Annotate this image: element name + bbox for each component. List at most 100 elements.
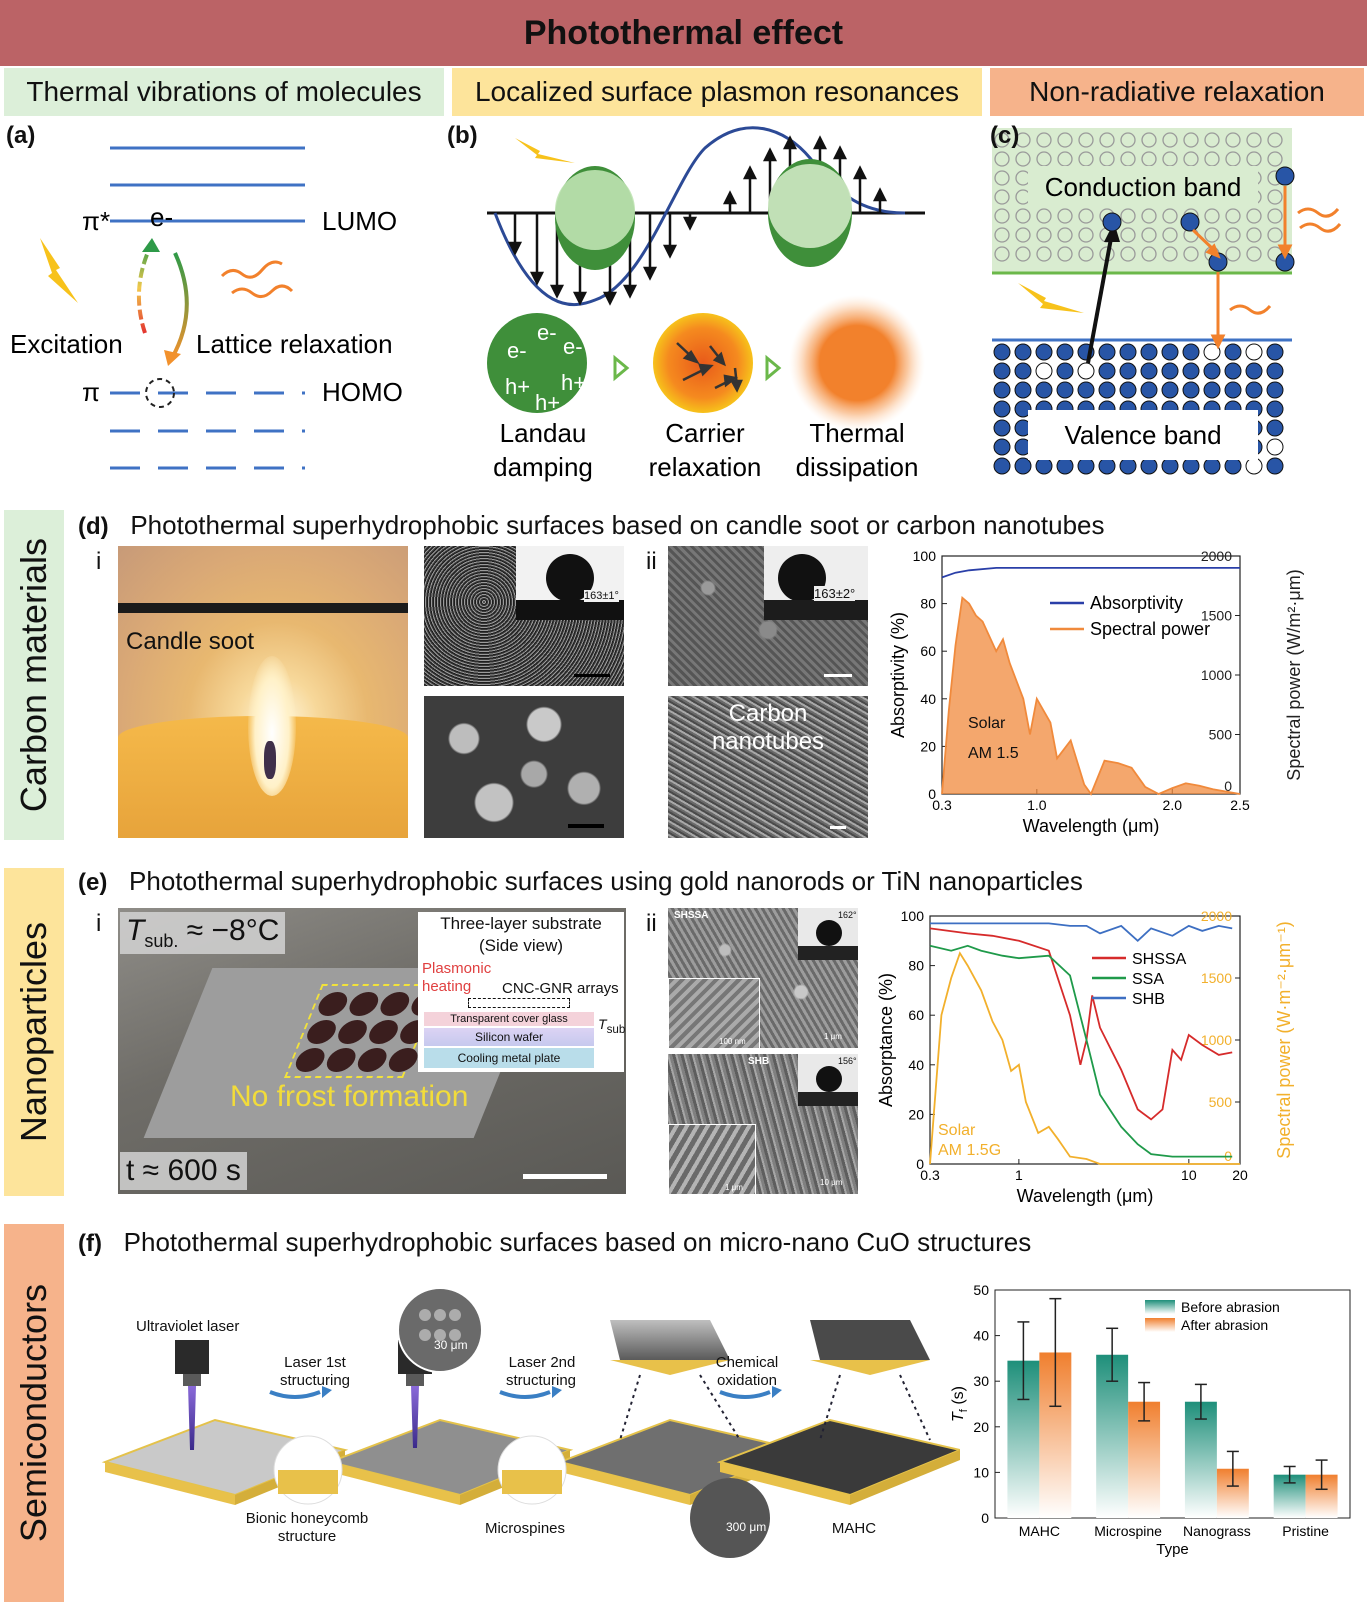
lattice-site	[1120, 227, 1136, 243]
lattice-site	[1057, 246, 1073, 262]
y-tick-label: 60	[908, 1007, 924, 1023]
x-axis-label: Wavelength (μm)	[1017, 1186, 1154, 1206]
lightning-icon	[515, 138, 575, 163]
homo-label: HOMO	[322, 377, 403, 407]
cnc-gnr-label: CNC-GNR arrays	[502, 980, 619, 997]
conduction-band-label-box	[1028, 166, 1258, 206]
uv-laser-label: Ultraviolet laser	[136, 1318, 240, 1335]
lattice-site	[1246, 208, 1262, 224]
mechanism-molecular-label: Thermal vibrations of molecules	[26, 76, 422, 107]
lattice-site	[1057, 208, 1073, 224]
y-axis-label: Tf (s)	[950, 1386, 970, 1422]
valence-site	[1098, 343, 1116, 361]
heating-label: heating	[422, 978, 472, 995]
x-axis-label: Type	[1156, 1541, 1189, 1558]
sem-inset: 1 μm	[668, 1124, 756, 1194]
subpanel-ii-label: ii	[646, 548, 657, 575]
lattice-site	[1246, 227, 1262, 243]
scale-bar	[830, 826, 846, 829]
electron-label: e-	[150, 202, 173, 232]
silicon-wafer-layer: Silicon wafer	[424, 1028, 594, 1046]
candle-photo: Candle soot	[118, 546, 408, 838]
carbon-materials-label: Carbon materials	[13, 537, 54, 813]
y-axis-label: Absorptivity (%)	[888, 612, 908, 738]
legend-label: After abrasion	[1181, 1317, 1268, 1333]
y-tick-label: 40	[920, 691, 936, 707]
landau-label: Landau	[500, 418, 587, 448]
x-tick-label: 20	[1232, 1167, 1248, 1183]
valence-site	[1161, 381, 1179, 399]
valence-site	[1266, 400, 1284, 418]
valence-site	[1119, 381, 1137, 399]
y2-tick-label: 500	[1209, 727, 1233, 743]
valence-site	[1056, 362, 1074, 380]
valence-site	[1014, 400, 1032, 418]
valence-site	[1014, 457, 1032, 475]
carbon-materials-band: Carbon materials	[4, 510, 64, 840]
three-layer-title: Three-layer substrate	[440, 914, 602, 933]
panel-a-diagram: π* e- LUMO π HOMO Excitation Lattice rel…	[10, 146, 403, 470]
lattice-site	[1204, 208, 1220, 224]
solar-label: Solar	[938, 1122, 976, 1139]
lightning-icon	[40, 238, 78, 303]
lattice-site	[1204, 227, 1220, 243]
substrate-temperature-label: Tsub. ≈ −8°C	[120, 912, 286, 954]
lattice-site	[1036, 208, 1052, 224]
y-tick-label: 40	[973, 1328, 989, 1344]
electron-label: e-	[563, 334, 583, 359]
y2-axis-label: Spectral power (W/m²·μm)	[1284, 569, 1304, 780]
am15g-label: AM 1.5G	[938, 1142, 1002, 1159]
valence-site	[993, 400, 1011, 418]
lattice-site	[994, 246, 1010, 262]
lattice-site	[1057, 227, 1073, 243]
valence-site	[1035, 343, 1053, 361]
valence-site	[993, 343, 1011, 361]
lattice-site	[1162, 208, 1178, 224]
valence-site	[1203, 343, 1221, 361]
lattice-site	[1015, 151, 1031, 167]
panel-e-tag: (e)	[78, 869, 108, 896]
contact-angle-inset	[798, 908, 858, 960]
y2-tick-label: 0	[1224, 778, 1232, 794]
y-tick-label: 10	[973, 1464, 989, 1480]
lattice-site	[1225, 227, 1241, 243]
valence-site	[1182, 457, 1200, 475]
lattice-site	[994, 208, 1010, 224]
laser-head-icon	[175, 1340, 209, 1374]
valence-site	[1077, 381, 1095, 399]
x-tick-label: MAHC	[1019, 1523, 1060, 1539]
scale-bar-label: 1 μm	[824, 1032, 842, 1041]
lattice-site	[1225, 208, 1241, 224]
structure-label: structure	[277, 1528, 337, 1545]
valence-site	[1224, 343, 1242, 361]
valence-site	[1098, 457, 1116, 475]
legend-label: Before abrasion	[1181, 1299, 1280, 1315]
three-layer-schematic: Three-layer substrate (Side view) Plasmo…	[418, 912, 625, 1072]
cnt-sem-high: Carbon nanotubes	[668, 696, 868, 838]
y2-tick-label: 1500	[1201, 608, 1232, 624]
y-tick-label: 0	[928, 786, 936, 802]
valence-site	[993, 362, 1011, 380]
relaxation-label: relaxation	[649, 452, 762, 482]
valence-site	[1077, 457, 1095, 475]
hole-label: h+	[561, 370, 586, 395]
flow-arrow-icon	[613, 354, 630, 382]
series-line-shssa	[929, 927, 1233, 1121]
valence-site	[1140, 362, 1158, 380]
nanotubes-label: nanotubes	[711, 728, 825, 755]
structuring-label: structuring	[505, 1372, 577, 1389]
flow-arrow-icon	[765, 354, 782, 382]
y2-tick-label: 1500	[1201, 970, 1232, 986]
valence-site	[1182, 362, 1200, 380]
plot-frame	[929, 915, 1241, 1165]
field-arrow-head	[762, 147, 778, 162]
lattice-site	[1267, 227, 1283, 243]
panel-a-tag: (a)	[6, 122, 36, 149]
lattice-site	[1120, 208, 1136, 224]
field-arrow-head	[682, 216, 698, 231]
valence-site	[1056, 457, 1074, 475]
valence-site	[1203, 457, 1221, 475]
field-arrow-head	[722, 190, 738, 205]
valence-site	[1119, 362, 1137, 380]
